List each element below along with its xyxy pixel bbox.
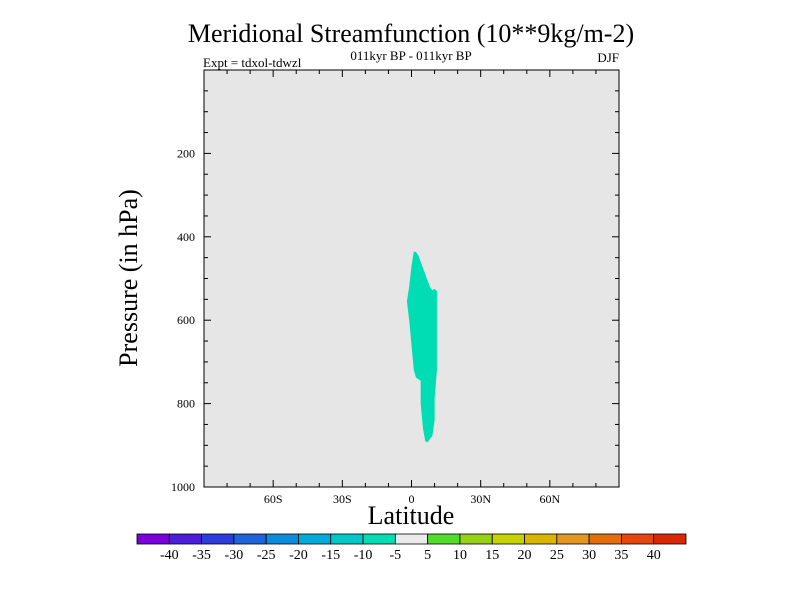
colorbar-box [233, 533, 267, 545]
colorbar-label: 20 [518, 548, 532, 563]
chart-subtitle: 011kyr BP - 011kyr BP [350, 48, 471, 63]
colorbar-box [394, 533, 429, 545]
colorbar-box [653, 533, 687, 545]
colorbar-label: -35 [192, 548, 211, 563]
colorbar: -40 -35 -30 -25 -20 -15 -10 -5 5 10 15 20 25 30 35 40 [136, 533, 687, 563]
chart-title: Meridional Streamfunction (10**9kg/m-2) [188, 19, 634, 48]
colorbar-box [201, 533, 235, 545]
colorbar-label: -40 [160, 548, 179, 563]
colorbar-label: 35 [614, 548, 628, 563]
colorbar-box [588, 533, 622, 545]
colorbar-box [265, 533, 299, 545]
colorbar-box [427, 533, 461, 545]
x-tick-label: 30N [470, 492, 491, 506]
colorbar-box [136, 533, 170, 545]
colorbar-box [491, 533, 525, 545]
filled-regions [406, 251, 437, 443]
colorbar-label: 5 [424, 548, 431, 563]
colorbar-label: -20 [289, 548, 308, 563]
y-tick-label: 200 [177, 146, 195, 160]
colorbar-box [298, 533, 332, 545]
colorbar-label: -15 [321, 548, 340, 563]
x-tick-label: 0 [409, 492, 415, 506]
experiment-label: Expt = tdxol-tdwzl [203, 55, 302, 70]
filled-region-0 [406, 251, 437, 443]
colorbar-box [459, 533, 493, 545]
colorbar-box [621, 533, 655, 545]
y-tick-label: 800 [177, 397, 195, 411]
colorbar-label: -10 [354, 548, 373, 563]
colorbar-box [556, 533, 590, 545]
colorbar-box [362, 533, 396, 545]
axis-ticks [203, 69, 620, 488]
colorbar-label: 30 [582, 548, 596, 563]
x-axis-label: Latitude [368, 501, 455, 530]
axis-tick-labels: 60S 30S 0 30N 60N 200 400 600 800 1000 [171, 146, 560, 506]
y-tick-label: 400 [177, 230, 195, 244]
colorbar-label: -25 [257, 548, 276, 563]
colorbar-label: 15 [485, 548, 499, 563]
x-tick-label: 30S [333, 492, 352, 506]
y-axis-label: Pressure (in hPa) [114, 189, 143, 367]
colorbar-label: 40 [647, 548, 661, 563]
x-tick-label: 60S [264, 492, 283, 506]
y-tick-label: 600 [177, 313, 195, 327]
colorbar-label: -5 [390, 548, 402, 563]
y-tick-label: 1000 [171, 480, 195, 494]
colorbar-box [330, 533, 364, 545]
season-label: DJF [597, 50, 619, 65]
colorbar-box [524, 533, 558, 545]
colorbar-box [168, 533, 202, 545]
colorbar-label: 10 [453, 548, 467, 563]
colorbar-label: 25 [550, 548, 564, 563]
colorbar-label: -30 [225, 548, 244, 563]
x-tick-label: 60N [539, 492, 560, 506]
